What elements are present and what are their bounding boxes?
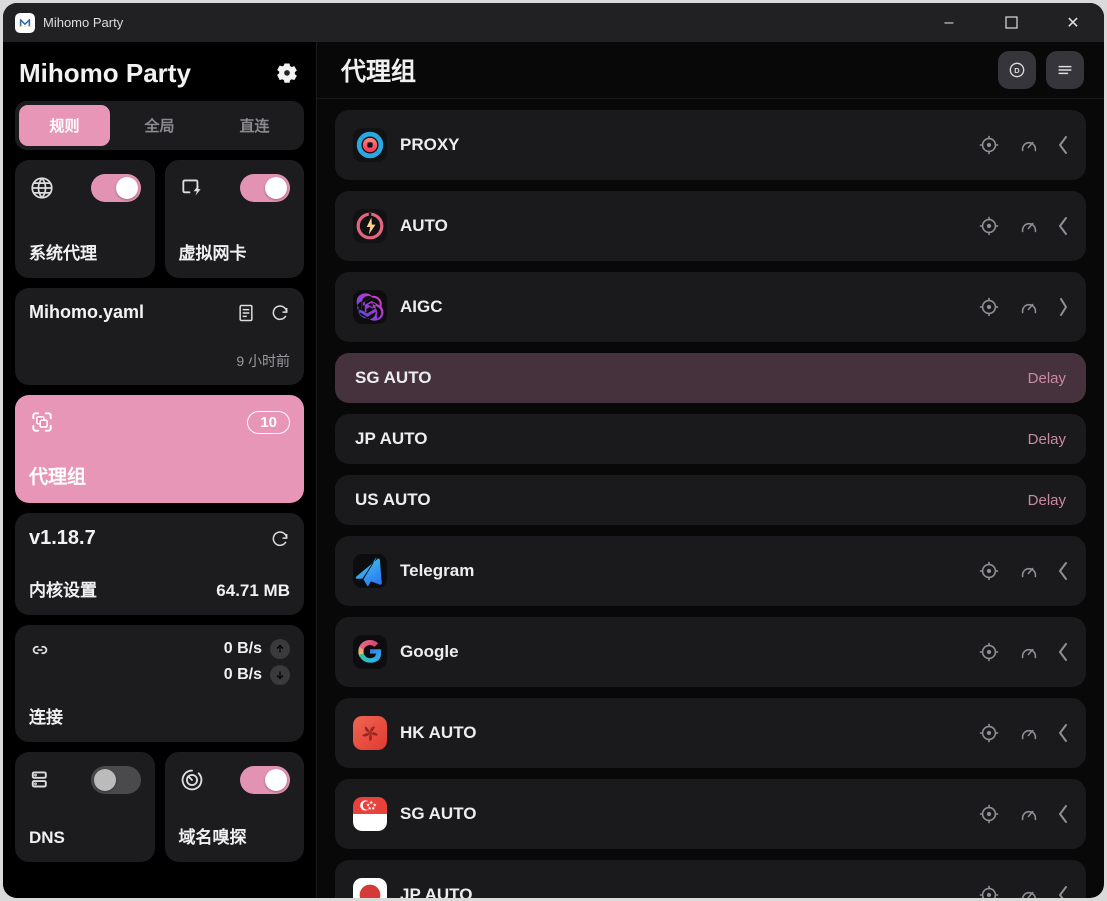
svg-text:D: D — [1014, 66, 1020, 75]
